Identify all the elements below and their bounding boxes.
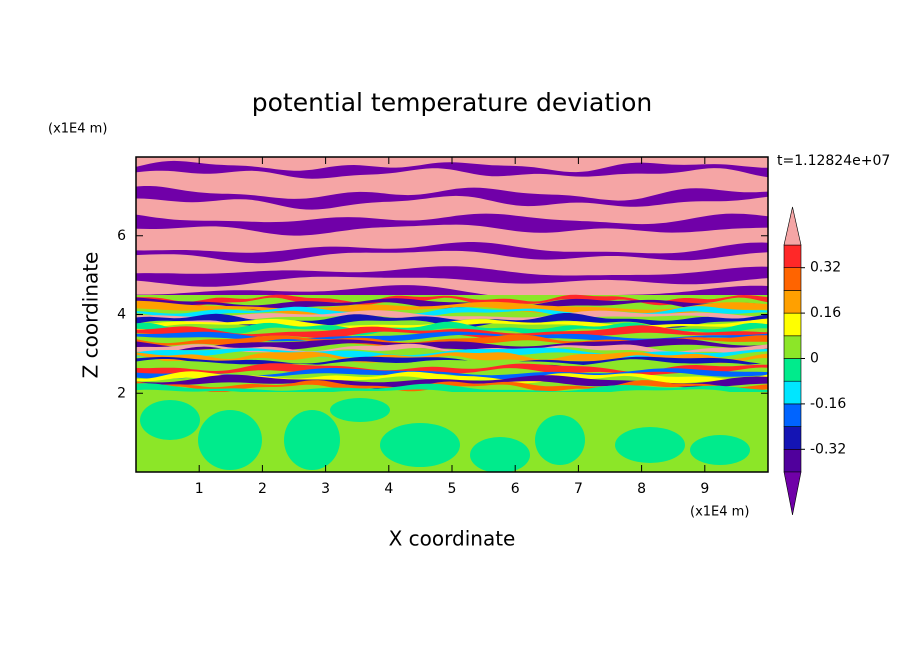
y-tick-label: 2 — [117, 385, 126, 401]
contour-fill — [470, 437, 530, 472]
contour-field — [136, 157, 768, 472]
contour-fill — [140, 400, 200, 440]
colorbar-band — [783, 267, 802, 291]
colorbar-tick-label: 0.32 — [810, 260, 841, 276]
contour-fill — [690, 435, 750, 465]
x-tick-label: 5 — [448, 481, 457, 497]
colorbar-tick-label: -0.16 — [810, 396, 846, 412]
x-axis-label: X coordinate — [389, 527, 516, 551]
time-label: t=1.12824e+07 — [777, 153, 890, 169]
contour-fill — [136, 338, 768, 352]
colorbar-over — [783, 206, 802, 246]
contour-fill — [136, 351, 768, 364]
colorbar-band — [783, 380, 802, 405]
x-tick-label: 7 — [574, 481, 583, 497]
colorbar-band — [783, 312, 802, 337]
contour-fill — [136, 266, 768, 287]
y-unit: (x1E4 m) — [48, 122, 107, 137]
contour-fill — [136, 160, 768, 179]
contour-fill — [535, 415, 585, 465]
colorbar-band — [783, 403, 802, 427]
contour-fill — [136, 300, 768, 316]
y-tick-label: 6 — [117, 228, 126, 244]
contour-fill — [284, 410, 340, 470]
x-tick-label: 4 — [384, 481, 393, 497]
colorbar-band — [783, 358, 802, 382]
colorbar-tick-label: 0.16 — [810, 305, 841, 321]
contour-fill — [136, 294, 768, 306]
contour-fill — [136, 242, 768, 264]
x-tick-label: 9 — [700, 481, 709, 497]
x-tick-label: 8 — [637, 481, 646, 497]
contour-fill — [330, 398, 390, 422]
contour-fill — [136, 363, 768, 377]
chart-title: potential temperature deviation — [252, 88, 652, 117]
contour-fill — [136, 313, 768, 328]
contour-fill — [198, 410, 262, 470]
colorbar-tick-label: 0 — [810, 351, 819, 367]
contour-fill — [136, 321, 768, 336]
colorbar-under — [783, 471, 802, 516]
colorbar-band — [783, 448, 802, 473]
colorbar-tick-label: -0.32 — [810, 441, 846, 457]
x-tick-label: 3 — [321, 481, 330, 497]
contour-fill — [136, 310, 768, 324]
contour-fill — [615, 427, 685, 463]
colorbar-band — [783, 335, 802, 359]
x-tick-label: 6 — [511, 481, 520, 497]
y-axis-label: Z coordinate — [79, 252, 103, 379]
x-unit: (x1E4 m) — [690, 505, 749, 520]
y-tick-label: 4 — [117, 307, 126, 323]
x-tick-label: 2 — [258, 481, 267, 497]
colorbar-band — [783, 290, 802, 314]
contour-fill — [136, 213, 768, 236]
contour-fill — [136, 186, 768, 210]
contour-fill — [380, 423, 460, 467]
contour-fill — [136, 368, 768, 380]
contour-fill — [136, 306, 768, 319]
x-tick-label: 1 — [195, 481, 204, 497]
colorbar-band — [783, 244, 802, 269]
colorbar-band — [783, 426, 802, 450]
